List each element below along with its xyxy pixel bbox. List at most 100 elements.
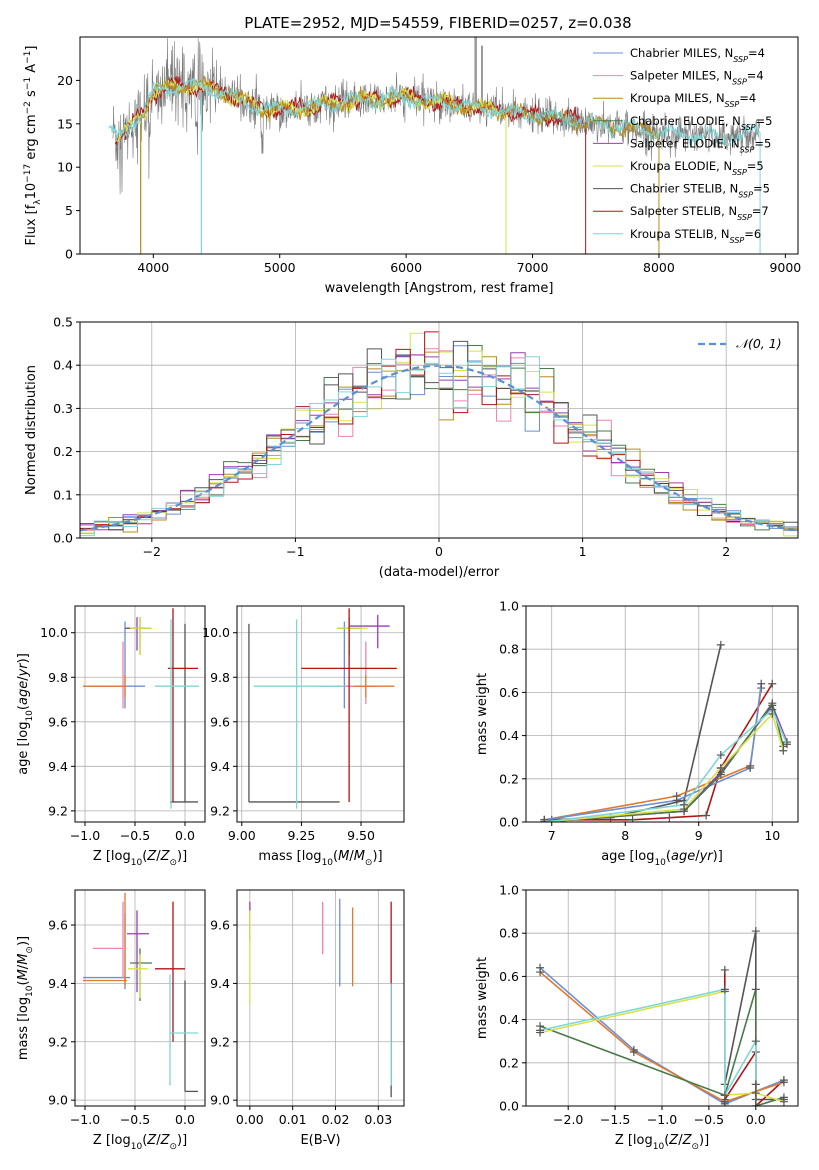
y-tick-label: 0.6 bbox=[499, 685, 519, 700]
series-marker bbox=[680, 800, 689, 809]
x-tick-label: −1.0 bbox=[70, 828, 100, 843]
y-tick-label: 9.0 bbox=[48, 1093, 68, 1108]
series-marker bbox=[779, 746, 788, 755]
x-tick-label: −2 bbox=[143, 544, 161, 559]
legend-label: Salpeter ELODIE, NSSP=5 bbox=[630, 136, 771, 154]
panel-Z-weight: −2.0 −1.5 −1.0 −0.5 0.0 0.0 0.2 0.4 0.6 0.8 1.0 Z [… bbox=[475, 883, 799, 1152]
series-marker bbox=[751, 1037, 760, 1046]
series-marker bbox=[720, 985, 729, 994]
x-tick-label: 4000 bbox=[137, 260, 169, 275]
y-tick-label: 9.4 bbox=[210, 976, 230, 991]
x-tick-label: 7000 bbox=[517, 260, 549, 275]
y-tick-label: 0.3 bbox=[53, 401, 73, 416]
y-axis-label: Flux [fλ10−17 erg cm−2 s−1 A−1] bbox=[23, 46, 43, 246]
x-tick-label: 9000 bbox=[769, 260, 801, 275]
series-marker bbox=[540, 818, 549, 822]
y-axis-label: mass weight bbox=[475, 957, 490, 1039]
series-marker bbox=[782, 740, 791, 749]
y-axis-label: Normed distribution bbox=[24, 365, 39, 495]
y-tick-label: 0.8 bbox=[499, 642, 519, 657]
series-line bbox=[544, 683, 762, 821]
x-tick-label: 9.50 bbox=[347, 828, 375, 843]
x-axis-label: Z [log10(Z/Z⊙)] bbox=[93, 1133, 187, 1152]
series-marker bbox=[702, 811, 711, 820]
plot-area-Z-mass bbox=[75, 890, 205, 1106]
series-marker bbox=[536, 1026, 545, 1035]
y-tick-label: 9.4 bbox=[48, 976, 68, 991]
series-marker bbox=[751, 1089, 760, 1098]
x-tick-label: 0.0 bbox=[746, 1112, 766, 1127]
x-tick-label: 8000 bbox=[643, 260, 675, 275]
axes-frame bbox=[236, 605, 405, 823]
y-tick-label: 0.2 bbox=[499, 771, 519, 786]
series-marker bbox=[716, 764, 725, 772]
x-tick-label: 9.25 bbox=[287, 828, 315, 843]
series-marker bbox=[757, 679, 766, 688]
series-marker bbox=[665, 813, 674, 822]
x-tick-label: 7 bbox=[548, 828, 556, 843]
x-tick-label: 0.00 bbox=[236, 1112, 264, 1127]
x-tick-label: 2 bbox=[722, 544, 730, 559]
y-tick-label: 0.8 bbox=[499, 926, 519, 941]
x-tick-label: 0.03 bbox=[364, 1112, 392, 1127]
y-tick-label: 9.6 bbox=[48, 714, 68, 729]
model-spectrum bbox=[108, 77, 760, 147]
y-axis-label: age [log10(age/yr)] bbox=[16, 653, 35, 775]
x-tick-label: −0.5 bbox=[120, 828, 150, 843]
series-line bbox=[539, 971, 785, 1103]
axes-frame bbox=[236, 889, 405, 1107]
panel-mass-age: 9.00 9.25 9.50 9.2 9.4 9.6 9.8 10.0 mass [log10(… bbox=[202, 605, 405, 868]
y-tick-label: 0.0 bbox=[499, 815, 519, 830]
plot-area-age-weight bbox=[526, 606, 798, 822]
y-tick-label: 15 bbox=[57, 116, 73, 131]
series-marker bbox=[672, 796, 681, 805]
y-tick-label: 0 bbox=[65, 247, 73, 262]
y-tick-label: 20 bbox=[57, 73, 73, 88]
series-line bbox=[724, 930, 784, 1101]
legend-label: Salpeter STELIB, NSSP=7 bbox=[630, 204, 769, 222]
x-tick-label: 0.01 bbox=[279, 1112, 307, 1127]
y-tick-label: 1.0 bbox=[499, 883, 519, 898]
x-axis-label: (data-model)/error bbox=[379, 565, 500, 580]
y-tick-label: 10.0 bbox=[40, 625, 68, 640]
y-tick-label: 9.6 bbox=[210, 714, 230, 729]
x-tick-label: 0.0 bbox=[175, 828, 195, 843]
x-axis-label: Z [log10(Z/Z⊙)] bbox=[615, 1133, 709, 1152]
y-tick-label: 9.2 bbox=[210, 803, 230, 818]
legend-label: Salpeter MILES, NSSP=4 bbox=[630, 69, 764, 87]
legend-label: Chabrier MILES, NSSP=4 bbox=[630, 46, 765, 64]
legend-label: Kroupa STELIB, NSSP=6 bbox=[630, 227, 761, 245]
x-tick-label: 8 bbox=[621, 828, 629, 843]
series-line bbox=[539, 988, 757, 1099]
series-marker bbox=[720, 965, 729, 974]
x-axis-label: mass [log10(M/M⊙)] bbox=[258, 849, 382, 868]
y-tick-label: 5 bbox=[65, 203, 73, 218]
x-tick-label: −0.5 bbox=[694, 1112, 724, 1127]
x-tick-label: 9.00 bbox=[228, 828, 256, 843]
y-tick-label: 9.8 bbox=[210, 670, 230, 685]
series-marker bbox=[779, 1097, 788, 1106]
x-tick-label: 0.02 bbox=[322, 1112, 350, 1127]
x-tick-label: −2.0 bbox=[553, 1112, 583, 1127]
y-tick-label: 9.8 bbox=[48, 670, 68, 685]
y-tick-label: 0.6 bbox=[499, 969, 519, 984]
panel-Z-mass: −1.0 −0.5 0.0 9.0 9.2 9.4 9.6 Z [log10(Z/Z⊙)] ma… bbox=[16, 889, 206, 1152]
y-tick-label: 10.0 bbox=[202, 625, 230, 640]
y-tick-label: 10 bbox=[57, 160, 73, 175]
legend-label: Kroupa MILES, NSSP=4 bbox=[630, 91, 756, 109]
series-marker bbox=[536, 968, 545, 977]
y-tick-label: 9.2 bbox=[210, 1034, 230, 1049]
y-tick-label: 0.0 bbox=[499, 1099, 519, 1114]
y-tick-label: 0.2 bbox=[499, 1055, 519, 1070]
legend-label: Chabrier ELODIE, NSSP=5 bbox=[630, 114, 772, 132]
axes-frame bbox=[74, 605, 206, 823]
plot-area-mass-age bbox=[237, 606, 404, 822]
x-axis-label: E(B-V) bbox=[300, 1133, 340, 1148]
y-tick-label: 0.4 bbox=[499, 728, 519, 743]
y-tick-label: 0.4 bbox=[499, 1012, 519, 1027]
plot-area-spectrum bbox=[108, 37, 761, 254]
x-tick-label: 6000 bbox=[390, 260, 422, 275]
plot-area-Z-age bbox=[75, 606, 205, 822]
axes-frame bbox=[74, 889, 206, 1107]
